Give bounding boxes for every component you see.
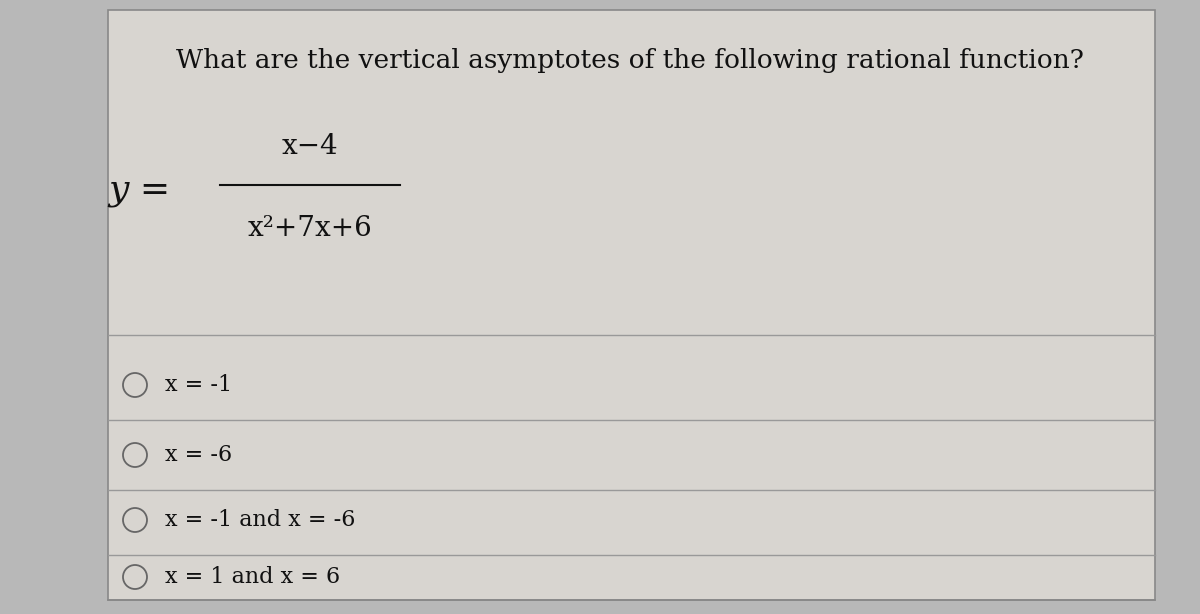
Text: x = -6: x = -6 [166, 444, 232, 466]
Text: x−4: x−4 [282, 133, 338, 160]
Bar [108, 10, 1154, 600]
Text: x = 1 and x = 6: x = 1 and x = 6 [166, 566, 340, 588]
Text: y =: y = [108, 173, 170, 207]
Text: x = -1 and x = -6: x = -1 and x = -6 [166, 509, 355, 531]
Text: x = -1: x = -1 [166, 374, 232, 396]
Text: What are the vertical asymptotes of the following rational function?: What are the vertical asymptotes of the … [176, 48, 1084, 73]
Text: x²+7x+6: x²+7x+6 [247, 215, 372, 242]
